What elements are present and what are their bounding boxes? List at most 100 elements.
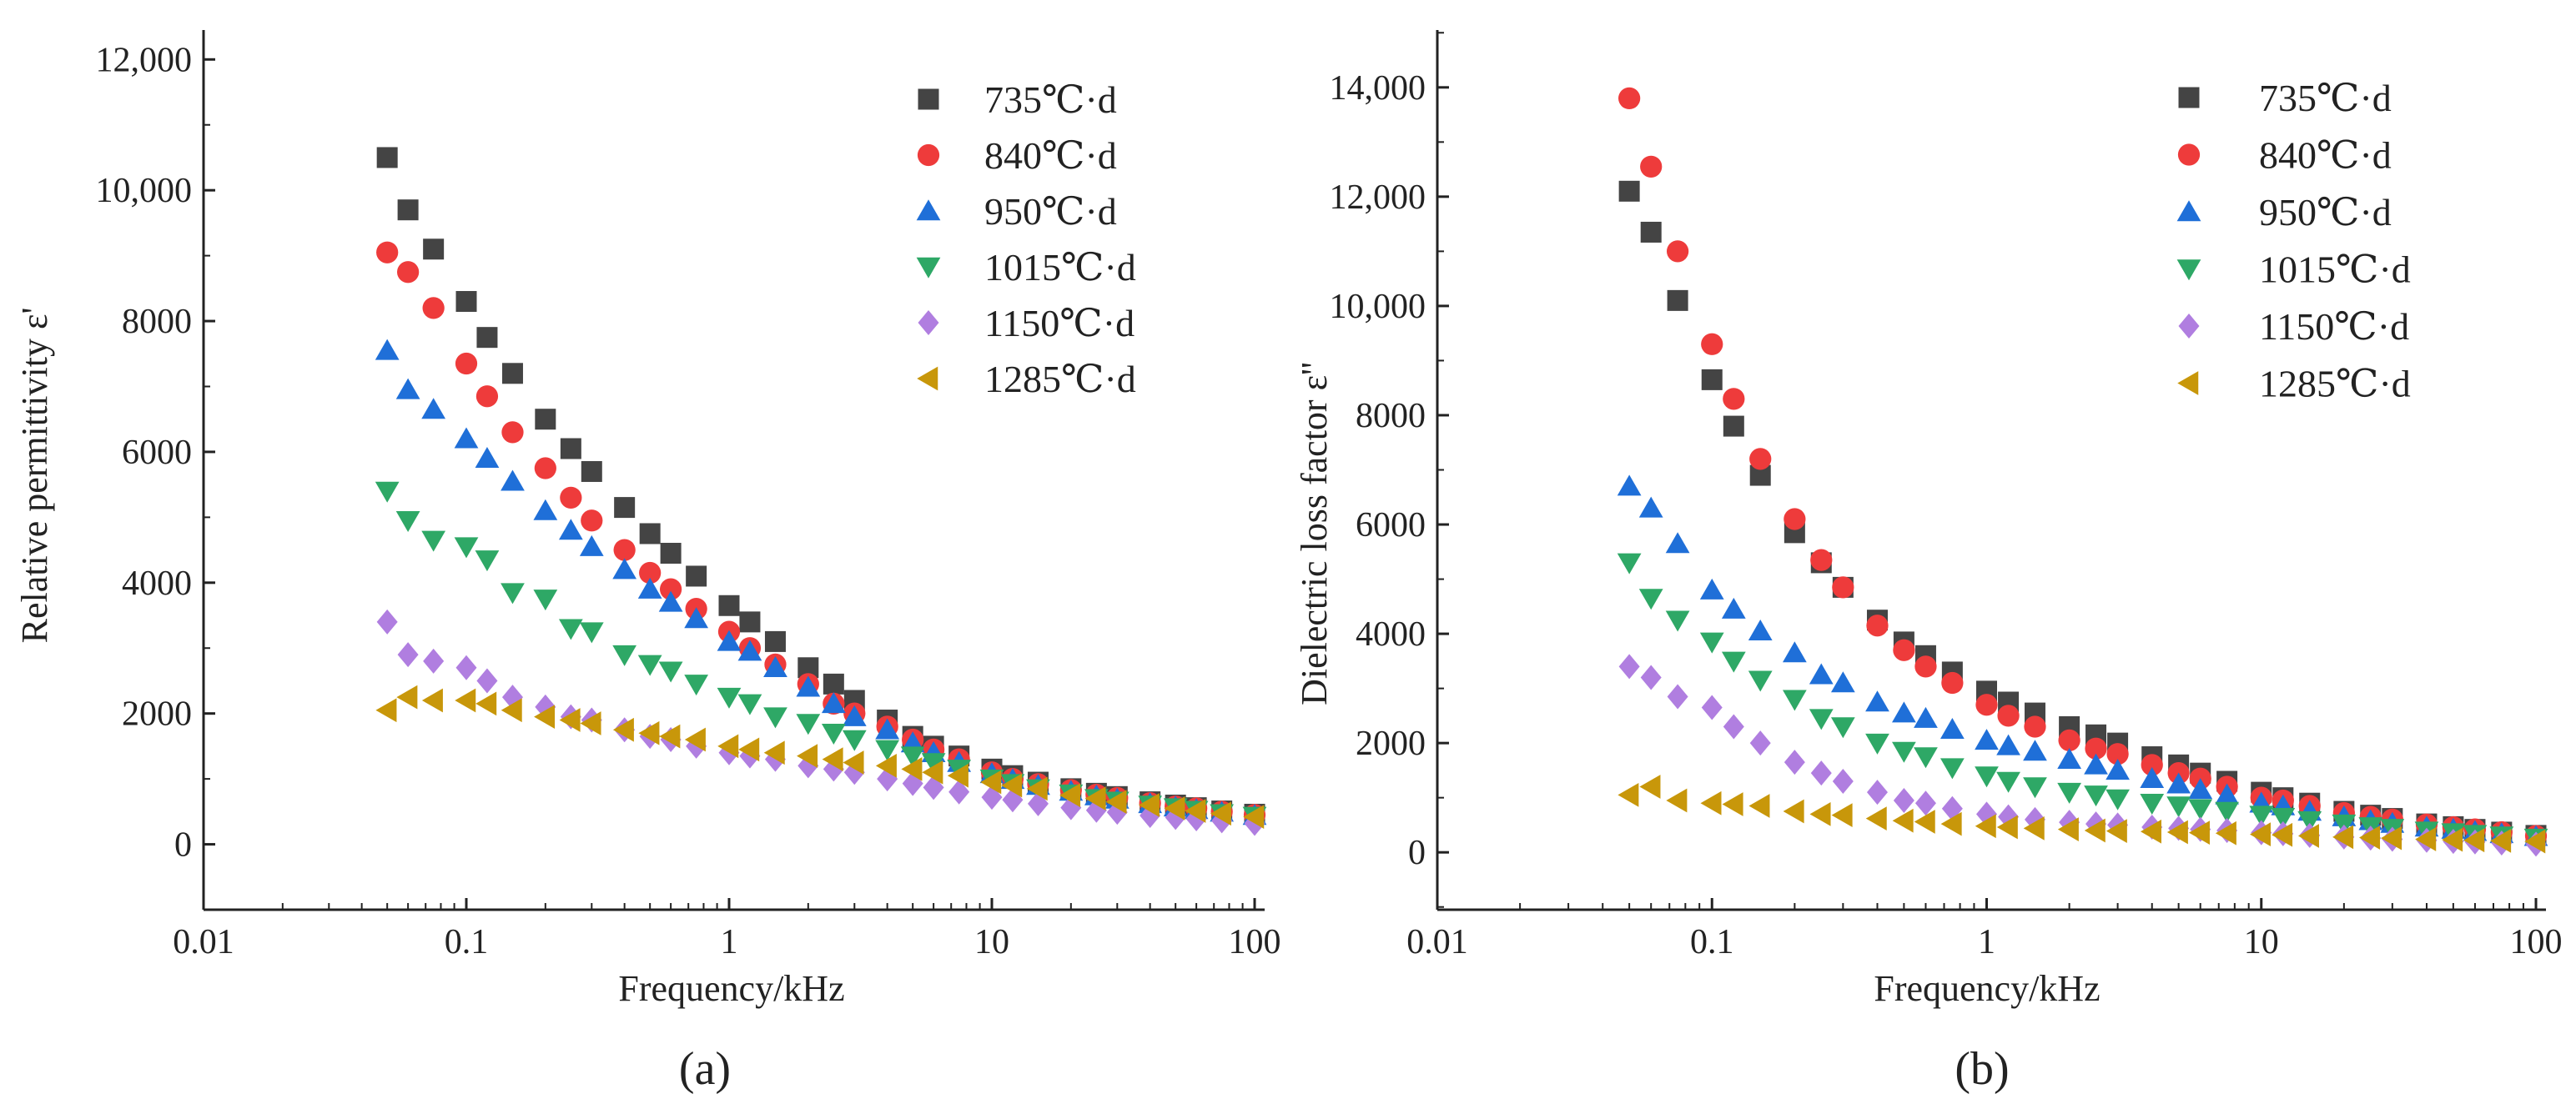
panel-label: (a)	[679, 1043, 731, 1095]
x-tick-label: 10	[974, 923, 1009, 961]
series-5	[1618, 775, 2546, 854]
data-point	[2140, 766, 2165, 788]
data-point	[375, 481, 400, 503]
data-point	[1640, 665, 1662, 690]
data-point	[1164, 796, 1185, 820]
data-point	[559, 708, 581, 732]
data-point	[1940, 758, 1965, 780]
data-point	[612, 558, 637, 580]
y-tick-label: 2000	[122, 695, 192, 734]
data-point	[534, 705, 556, 729]
data-point	[1618, 654, 1640, 680]
data-point	[684, 727, 706, 752]
data-point	[737, 694, 762, 715]
data-point	[2023, 777, 2047, 799]
data-point	[376, 147, 398, 168]
data-point	[639, 523, 661, 544]
data-point	[397, 642, 419, 668]
legend-marker	[917, 143, 940, 167]
data-point	[2084, 818, 2106, 843]
data-point	[2442, 827, 2463, 852]
data-point	[1667, 289, 1688, 311]
data-point	[397, 199, 419, 221]
y-tick-label: 10,000	[96, 172, 193, 210]
data-point	[579, 534, 604, 556]
data-point	[1026, 776, 1048, 801]
data-point	[423, 648, 445, 674]
data-point	[614, 497, 636, 519]
legend-marker	[916, 257, 941, 278]
data-point	[423, 238, 445, 260]
legend-marker	[2177, 371, 2199, 395]
data-point	[1809, 709, 1834, 730]
legend-label: 950℃·d	[984, 190, 1117, 233]
data-point	[1640, 221, 1662, 243]
y-tick-label: 4000	[1356, 615, 1426, 654]
data-point	[1783, 799, 1804, 824]
data-point	[533, 590, 558, 611]
data-point	[2106, 743, 2129, 765]
legend-marker	[2178, 314, 2200, 339]
data-point	[763, 707, 787, 729]
data-point	[900, 746, 925, 768]
data-point	[739, 611, 761, 633]
data-point	[2188, 799, 2213, 820]
data-point	[1914, 810, 1935, 834]
data-point	[875, 754, 897, 778]
data-point	[454, 537, 479, 559]
data-point	[421, 530, 446, 552]
data-point	[455, 688, 476, 713]
data-point	[1892, 808, 1914, 833]
data-point	[717, 630, 742, 651]
data-point	[1975, 766, 1999, 788]
data-point	[1893, 639, 1915, 661]
data-point	[395, 378, 420, 399]
legend-label: 1285℃·d	[984, 358, 1136, 400]
legend-label: 735℃·d	[2259, 77, 2392, 119]
x-tick-label: 0.1	[1690, 923, 1734, 961]
data-point	[1892, 701, 1916, 723]
data-point	[1001, 773, 1023, 798]
data-point	[1832, 769, 1854, 795]
data-point	[1975, 729, 1999, 750]
data-point	[2297, 810, 2322, 832]
data-point	[686, 565, 707, 587]
legend-marker	[917, 366, 938, 391]
data-point	[2415, 827, 2437, 851]
data-point	[1617, 474, 1642, 496]
data-point	[1975, 814, 1996, 839]
x-tick-label: 100	[1229, 923, 1281, 961]
data-point	[1940, 718, 1965, 740]
data-point	[2141, 754, 2163, 776]
data-point	[1701, 333, 1723, 355]
chart-panel-a: 0.01 0.1 1 10 100 0 2000 4000 6000 8000 10,000 12,0…	[14, 30, 1281, 1095]
legend-label: 950℃·d	[2259, 191, 2392, 233]
data-point	[1975, 694, 1998, 716]
data-point	[2084, 785, 2108, 807]
data-point	[1701, 695, 1723, 720]
data-point	[501, 469, 525, 491]
data-point	[658, 590, 683, 612]
legend-label: 1150℃·d	[984, 302, 1135, 344]
data-point	[1830, 671, 1855, 693]
data-point	[1914, 655, 1937, 678]
data-point	[2057, 748, 2081, 770]
data-point	[639, 561, 662, 585]
data-point	[1722, 792, 1743, 816]
data-point	[2271, 808, 2296, 830]
data-point	[455, 352, 478, 375]
data-point	[1809, 801, 1831, 826]
data-point	[821, 692, 846, 714]
data-point	[612, 717, 634, 742]
data-point	[2024, 715, 2046, 738]
data-point	[1749, 730, 1771, 756]
data-point	[2166, 796, 2191, 818]
x-axis-label: Frequency/kHz	[618, 968, 844, 1009]
data-point	[2490, 829, 2512, 853]
data-point	[2188, 778, 2213, 800]
data-point	[455, 655, 477, 680]
data-point	[660, 543, 682, 565]
data-point	[980, 770, 1002, 795]
data-point	[1243, 805, 1265, 829]
data-point	[2057, 782, 2081, 804]
